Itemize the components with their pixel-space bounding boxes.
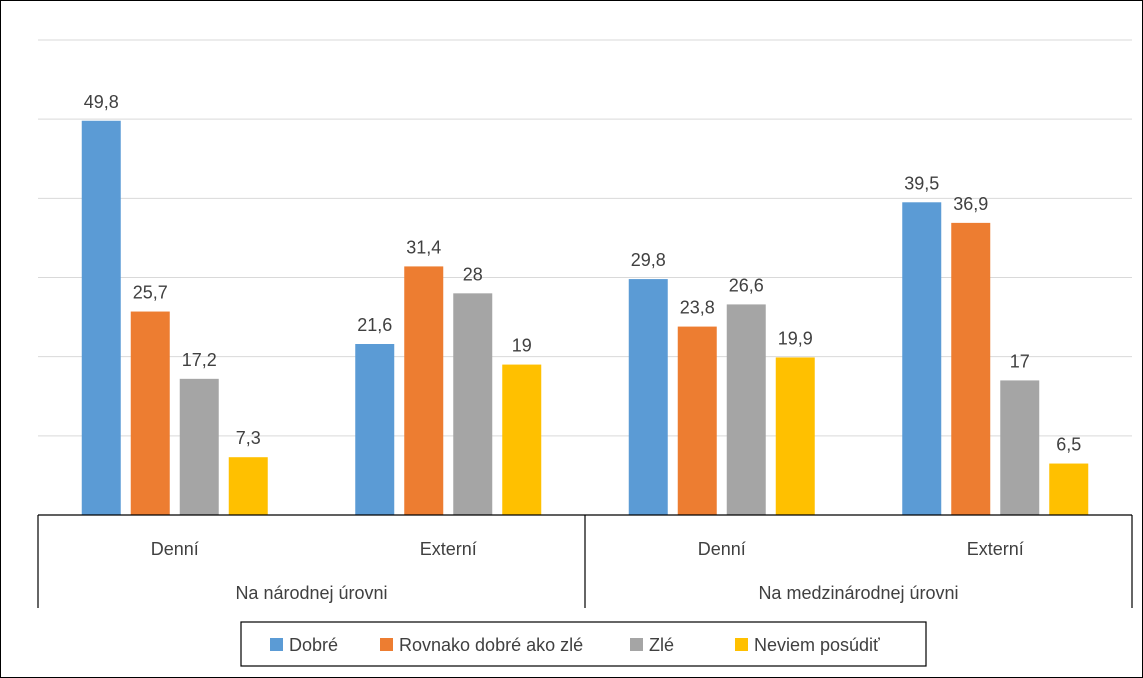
data-label: 6,5 — [1056, 435, 1081, 455]
x-group-label: Na medzinárodnej úrovni — [758, 583, 958, 603]
legend-swatch — [270, 638, 283, 651]
data-label: 23,8 — [680, 298, 715, 318]
bar — [453, 293, 493, 515]
data-label: 36,9 — [953, 194, 988, 214]
bar — [404, 266, 444, 515]
x-tick-label: Denní — [151, 539, 199, 559]
data-label: 25,7 — [133, 283, 168, 303]
bar — [1000, 380, 1040, 515]
x-tick-label: Externí — [967, 539, 1024, 559]
bar — [726, 304, 766, 515]
legend-label: Neviem posúdiť — [754, 635, 880, 655]
data-label: 19 — [512, 336, 532, 356]
bar — [951, 222, 991, 515]
bar — [1049, 463, 1089, 515]
legend-swatch — [380, 638, 393, 651]
x-tick-label: Denní — [698, 539, 746, 559]
legend-label: Rovnako dobré ako zlé — [399, 635, 583, 655]
bar — [628, 279, 668, 515]
data-label: 28 — [463, 264, 483, 284]
data-label: 17,2 — [182, 350, 217, 370]
data-label: 26,6 — [729, 275, 764, 295]
bar — [902, 202, 942, 515]
legend-box — [240, 621, 927, 667]
data-label: 21,6 — [357, 315, 392, 335]
bar — [502, 364, 542, 515]
data-label: 7,3 — [236, 428, 261, 448]
bar — [677, 326, 717, 515]
legend-label: Zlé — [649, 635, 674, 655]
legend-swatch — [630, 638, 643, 651]
bar — [81, 120, 121, 515]
bar — [228, 457, 268, 515]
data-label: 17 — [1010, 351, 1030, 371]
bar — [775, 357, 815, 515]
bar — [130, 311, 170, 515]
legend-swatch — [735, 638, 748, 651]
x-tick-label: Externí — [420, 539, 477, 559]
data-label: 19,9 — [778, 328, 813, 348]
data-label: 29,8 — [631, 250, 666, 270]
data-label: 31,4 — [406, 237, 441, 257]
legend-label: Dobré — [289, 635, 338, 655]
data-label: 49,8 — [84, 92, 119, 112]
x-group-label: Na národnej úrovni — [235, 583, 387, 603]
data-label: 39,5 — [904, 173, 939, 193]
bar — [355, 344, 395, 515]
bar — [179, 378, 219, 515]
